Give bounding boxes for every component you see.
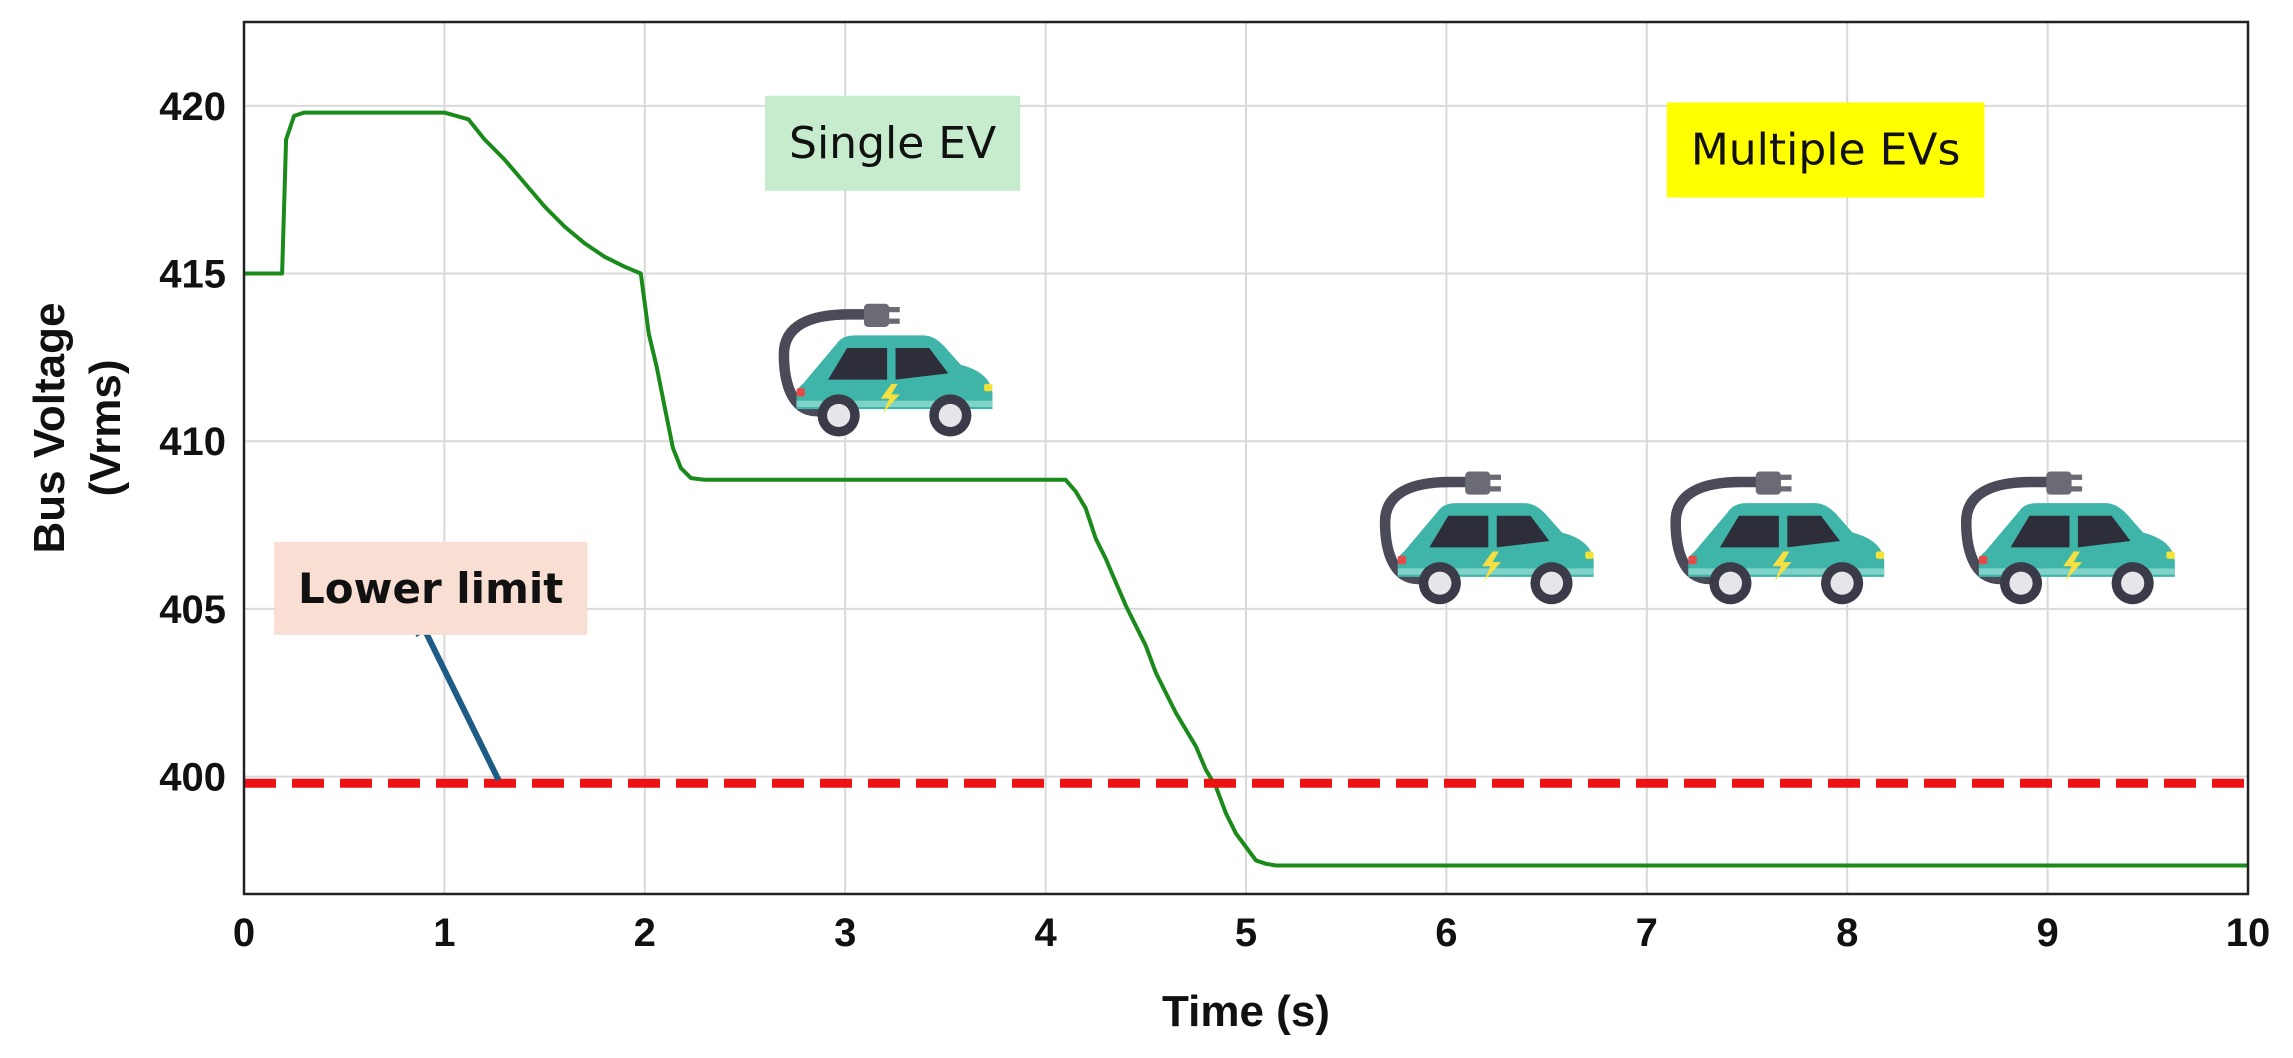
y-tick-label: 410 — [159, 420, 226, 464]
annotation-text: Multiple EVs — [1691, 124, 1961, 175]
annotation-box — [1666, 102, 1985, 198]
y-tick-label: 415 — [159, 253, 226, 297]
y-axis-title-line-2: (Vrms) — [81, 360, 130, 497]
x-tick-label: 6 — [1435, 911, 1457, 955]
x-tick-label: 5 — [1235, 911, 1257, 955]
x-axis-title: Time (s) — [1162, 987, 1330, 1036]
x-tick-label: 10 — [2226, 911, 2271, 955]
plot-area: Single EV Multiple EVs Lower limit — [242, 20, 2250, 896]
single-ev-label: Single EV — [765, 95, 1021, 191]
annotation-text: Single EV — [789, 118, 996, 169]
annotation-box — [765, 95, 1021, 191]
y-tick-label: 400 — [159, 756, 226, 800]
lower-limit-label: Lower limit — [274, 541, 588, 635]
annotations-layer: Single EV Multiple EVs Lower limit — [274, 95, 1985, 782]
plot-frame — [242, 20, 2250, 896]
x-tick-label: 3 — [834, 911, 856, 955]
x-tick-label: 1 — [433, 911, 455, 955]
x-tick-label: 0 — [233, 911, 255, 955]
y-tick-label: 405 — [159, 588, 226, 632]
y-axis-title-line-1: Bus Voltage — [25, 302, 74, 553]
x-tick-label: 4 — [1034, 911, 1057, 955]
y-axis-title: Bus Voltage (Vrms) — [25, 302, 130, 553]
y-tick-labels: 400 405 410 415 420 — [159, 85, 226, 800]
x-tick-label: 8 — [1836, 911, 1858, 955]
multiple-evs-label: Multiple EVs — [1666, 102, 1985, 198]
bus-voltage-line — [244, 110, 2248, 868]
annotation-box — [274, 541, 588, 635]
annotation-text: Lower limit — [298, 564, 563, 613]
x-tick-label: 9 — [2036, 911, 2058, 955]
lower-limit-arrow — [423, 630, 502, 782]
x-tick-label: 7 — [1636, 911, 1658, 955]
x-tick-label: 2 — [634, 911, 656, 955]
y-tick-label: 420 — [159, 85, 226, 129]
x-tick-labels: 0 1 2 3 4 5 6 7 8 9 10 — [233, 911, 2270, 955]
series-layer — [244, 110, 2248, 868]
